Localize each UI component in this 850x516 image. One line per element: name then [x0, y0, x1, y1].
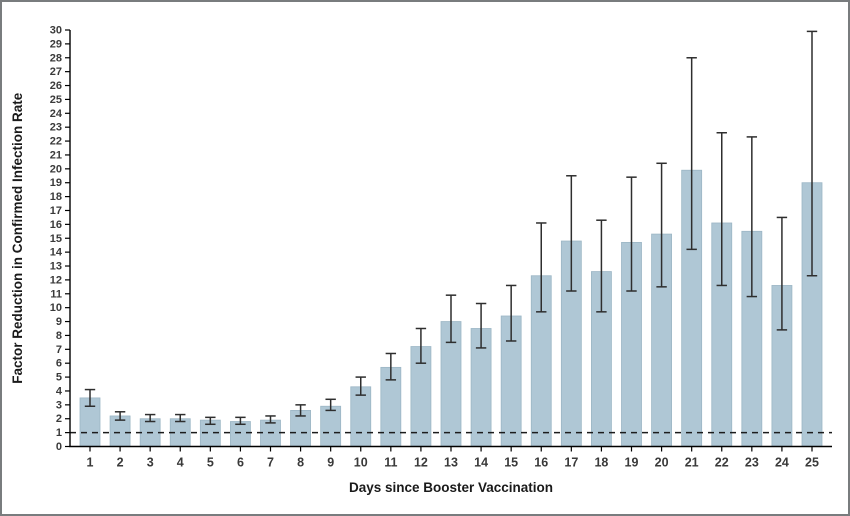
error-bar-day-20 [656, 162, 667, 288]
y-tick-label-12: 12 [50, 274, 62, 286]
y-tick-label-7: 7 [56, 344, 62, 356]
x-tick-label-23: 23 [745, 456, 759, 470]
y-tick-label-17: 17 [50, 205, 62, 217]
y-tick-label-19: 19 [50, 177, 62, 189]
y-tick-label-6: 6 [56, 358, 62, 370]
y-tick-label-21: 21 [50, 149, 62, 161]
x-tick-label-6: 6 [237, 456, 244, 470]
x-tick-label-16: 16 [534, 456, 548, 470]
error-bar-day-7 [265, 415, 276, 424]
y-tick-label-27: 27 [50, 66, 62, 78]
x-tick-label-3: 3 [147, 456, 154, 470]
error-bar-day-2 [114, 411, 126, 421]
error-bar-day-1 [84, 388, 96, 407]
x-tick-label-8: 8 [297, 456, 304, 470]
error-bar-day-24 [776, 216, 788, 331]
x-tick-label-4: 4 [177, 456, 184, 470]
error-bar-day-3 [144, 413, 156, 423]
y-tick-label-8: 8 [56, 330, 62, 342]
y-tick-label-10: 10 [50, 302, 62, 314]
y-tick-label-26: 26 [50, 80, 62, 92]
x-tick-label-20: 20 [655, 456, 669, 470]
y-tick-label-30: 30 [50, 25, 62, 37]
y-tick-label-16: 16 [50, 219, 62, 231]
y-tick-label-14: 14 [50, 247, 63, 259]
x-tick-label-9: 9 [327, 456, 334, 470]
error-bar-day-10 [355, 376, 366, 396]
x-tick-label-2: 2 [117, 456, 124, 470]
y-ticks-group: 0123456789101112131415161718192021222324… [50, 25, 70, 453]
error-bar-day-4 [175, 413, 186, 423]
error-bar-day-14 [475, 302, 487, 349]
error-bar-day-15 [505, 284, 517, 342]
x-ticks-group: 1 2 3 4 5 6 7 8 9 10 11 12 13 14 15 16 17 18 19 20 21 22 23 24 2… [87, 446, 819, 470]
y-tick-label-25: 25 [50, 94, 62, 106]
x-tick-label-14: 14 [474, 456, 488, 470]
x-tick-label-11: 11 [384, 456, 397, 470]
y-tick-label-18: 18 [50, 191, 62, 203]
x-tick-label-12: 12 [414, 456, 428, 470]
x-tick-label-18: 18 [594, 456, 608, 470]
y-tick-label-20: 20 [50, 163, 62, 175]
x-tick-label-25: 25 [805, 456, 819, 470]
bar-day-9 [320, 405, 342, 447]
x-tick-label-24: 24 [775, 456, 789, 470]
bar-day-6 [230, 421, 251, 447]
x-tick-label-17: 17 [564, 456, 578, 470]
y-tick-label-23: 23 [50, 122, 62, 134]
x-tick-label-5: 5 [207, 456, 214, 470]
error-bar-day-23 [746, 136, 758, 298]
y-tick-label-24: 24 [50, 108, 63, 120]
error-bar-day-19 [626, 176, 637, 292]
y-tick-label-0: 0 [56, 441, 62, 453]
y-tick-label-22: 22 [50, 136, 62, 148]
x-tick-label-22: 22 [715, 456, 729, 470]
error-bar-day-11 [385, 352, 397, 381]
x-tick-label-21: 21 [685, 456, 699, 470]
x-tick-label-13: 13 [444, 456, 458, 470]
y-tick-label-29: 29 [50, 38, 62, 50]
x-tick-label-19: 19 [625, 456, 639, 470]
y-tick-label-13: 13 [50, 261, 62, 273]
error-bar-day-8 [295, 404, 306, 417]
error-bars-group [84, 30, 818, 426]
x-tick-label-7: 7 [267, 456, 274, 470]
error-bar-day-17 [566, 175, 577, 292]
error-bar-day-13 [445, 294, 457, 344]
error-bar-day-16 [536, 222, 547, 313]
x-tick-label-1: 1 [87, 456, 94, 470]
error-bar-day-6 [235, 416, 246, 426]
error-bar-day-22 [716, 131, 727, 287]
error-bar-day-25 [806, 30, 818, 277]
x-axis-title: Days since Booster Vaccination [349, 480, 553, 495]
error-bar-day-5 [205, 416, 216, 426]
error-bar-day-21 [686, 57, 697, 251]
y-axis-title: Factor Reduction in Confirmed Infection … [10, 92, 25, 384]
y-tick-label-11: 11 [50, 288, 62, 300]
y-tick-label-1: 1 [56, 427, 62, 439]
error-bar-day-12 [415, 327, 427, 364]
y-tick-label-5: 5 [56, 372, 62, 384]
y-tick-label-15: 15 [50, 233, 62, 245]
y-tick-label-3: 3 [56, 399, 62, 411]
x-tick-label-15: 15 [504, 456, 518, 470]
x-tick-label-10: 10 [354, 456, 368, 470]
y-tick-label-28: 28 [50, 52, 62, 64]
y-tick-label-2: 2 [56, 413, 62, 425]
error-bar-day-18 [596, 219, 607, 313]
y-tick-label-9: 9 [56, 316, 62, 328]
y-tick-label-4: 4 [56, 385, 63, 397]
error-bar-day-9 [325, 398, 336, 412]
